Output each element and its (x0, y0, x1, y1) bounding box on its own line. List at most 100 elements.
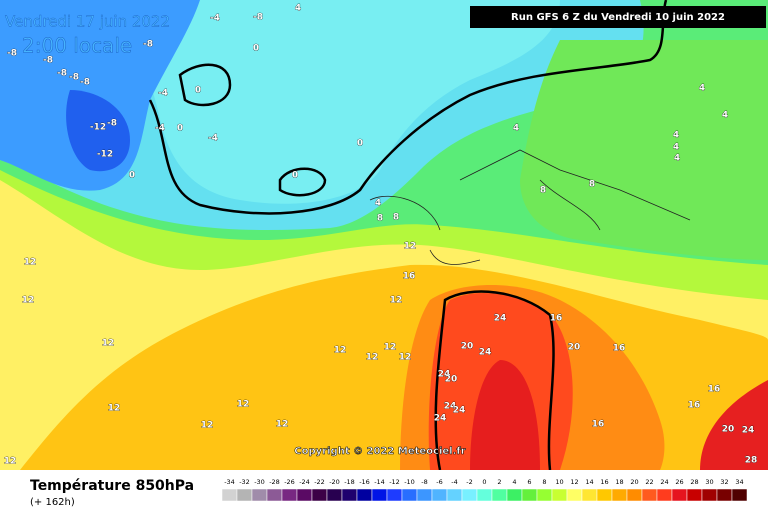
hot-east (700, 380, 768, 470)
scale-swatch (461, 488, 478, 502)
contour-label: 4 (673, 131, 679, 141)
scale-swatch (281, 488, 298, 502)
contour-label: 12 (384, 343, 397, 353)
scale-swatch (236, 488, 253, 502)
contour-zero-islands (178, 63, 327, 197)
scale-label: -22 (314, 478, 325, 486)
contour-label: 24 (434, 414, 447, 424)
scale-label: -2 (466, 478, 472, 486)
cool-zone (120, 0, 560, 204)
contour-24 (434, 290, 555, 471)
contour-label: 0 (129, 171, 135, 181)
scale-label: 34 (735, 478, 743, 486)
scale-swatch (626, 488, 643, 502)
copyright: Copyright © 2022 Meteociel.fr (294, 446, 465, 457)
scale-label: -18 (344, 478, 355, 486)
contour-label: 24 (453, 406, 466, 416)
contour-label: 0 (177, 124, 183, 134)
contour-label: 12 (4, 457, 17, 467)
scale-swatch (416, 488, 433, 502)
contour-label: 0 (292, 171, 298, 181)
scale-label: 0 (482, 478, 486, 486)
run-box (470, 6, 766, 28)
contour-label: -8 (80, 78, 90, 88)
contour-label: 24 (742, 426, 755, 436)
contour-label: 4 (722, 111, 728, 121)
scale-swatch (476, 488, 493, 502)
scale-label: -20 (329, 478, 340, 486)
contour-label: 12 (24, 258, 37, 268)
blue-zone (0, 0, 200, 191)
contour-label: 24 (494, 314, 507, 324)
scale-label: 4 (512, 478, 516, 486)
scale-label: -16 (359, 478, 370, 486)
contour-label: 4 (375, 199, 381, 209)
contour-label: 20 (568, 343, 581, 353)
coastline (369, 149, 691, 265)
contour-label: 0 (357, 139, 363, 149)
contour-label: 20 (461, 342, 474, 352)
contour-label: 20 (445, 375, 458, 385)
scale-label: -8 (421, 478, 427, 486)
contour-label: 4 (295, 4, 301, 14)
contour-label: 4 (673, 143, 679, 153)
scale-swatch (221, 488, 238, 502)
scale-swatch (551, 488, 568, 502)
scale-swatch (311, 488, 328, 502)
scale-label: 20 (630, 478, 638, 486)
scale-label: -30 (254, 478, 265, 486)
scale-swatch (251, 488, 268, 502)
contour-label: 12 (399, 353, 412, 363)
contour-label: 0 (253, 44, 259, 54)
legend-title: Température 850hPa (30, 478, 194, 494)
scale-swatch (611, 488, 628, 502)
scale-label: 14 (585, 478, 593, 486)
scale-label: -10 (404, 478, 415, 486)
contour-label: -12 (97, 150, 113, 160)
scale-label: -14 (374, 478, 385, 486)
scale-label: 30 (705, 478, 713, 486)
contour-label: 12 (276, 420, 289, 430)
scale-swatch (401, 488, 418, 502)
contour-label: 4 (674, 154, 680, 164)
scale-label: 6 (527, 478, 531, 486)
contour-label: -4 (158, 89, 168, 99)
contour-label: 4 (513, 124, 519, 134)
contour-label: -4 (208, 134, 218, 144)
scale-label: 22 (645, 478, 653, 486)
scale-swatch (506, 488, 523, 502)
contour-label: -8 (253, 13, 263, 23)
scale-swatch (521, 488, 538, 502)
scale-swatch (686, 488, 703, 502)
forecast-date: Vendredi 17 juin 2022 (5, 13, 170, 31)
scale-label: 24 (660, 478, 668, 486)
scale-swatch (731, 488, 748, 502)
scale-label: 2 (497, 478, 501, 486)
forecast-time: 2:00 locale (22, 34, 132, 58)
contour-label: 12 (237, 400, 250, 410)
contour-label: -8 (107, 119, 117, 129)
scale-label: 32 (720, 478, 728, 486)
contour-label: 12 (390, 296, 403, 306)
scale-swatch (671, 488, 688, 502)
scale-swatch (356, 488, 373, 502)
scale-label: -26 (284, 478, 295, 486)
scale-label: -32 (239, 478, 250, 486)
scale-label: 18 (615, 478, 623, 486)
scale-swatch (371, 488, 388, 502)
deep-cold (66, 90, 130, 172)
contour-label: -8 (57, 69, 67, 79)
scale-label: 10 (555, 478, 563, 486)
scale-label: -12 (389, 478, 400, 486)
scale-swatch (431, 488, 448, 502)
scale-swatch (266, 488, 283, 502)
contour-label: -8 (7, 49, 17, 59)
scale-swatch (536, 488, 553, 502)
contour-label: 28 (745, 456, 758, 466)
contour-label: 24 (438, 370, 451, 380)
scale-label: 16 (600, 478, 608, 486)
scale-label: -28 (269, 478, 280, 486)
contour-label: 8 (377, 214, 383, 224)
